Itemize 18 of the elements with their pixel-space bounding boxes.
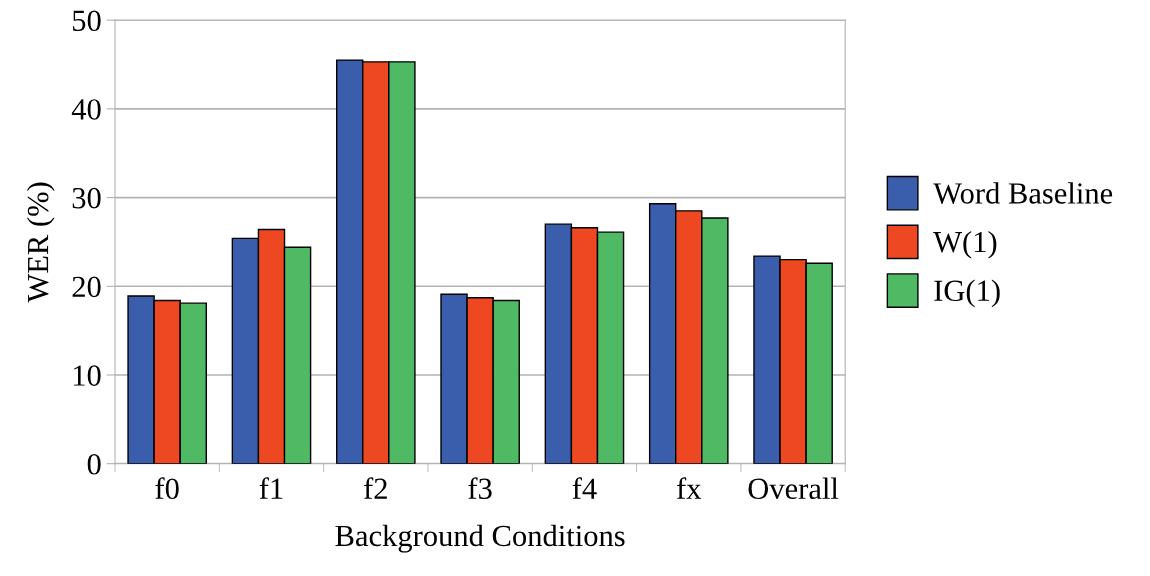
y-axis-title: WER (%) bbox=[26, 182, 55, 303]
x-tick-label: f4 bbox=[572, 477, 597, 499]
y-tick-label: 30 bbox=[72, 187, 101, 209]
y-tick-label: 40 bbox=[71, 99, 101, 120]
y-tick-label: 50 bbox=[73, 10, 101, 32]
legend-label: Word Baseline bbox=[933, 182, 1113, 204]
x-tick-label: f3 bbox=[468, 477, 492, 500]
x-tick-label: f0 bbox=[155, 477, 179, 500]
x-axis-title: Background Conditions bbox=[335, 524, 625, 553]
legend-label: W(1) bbox=[933, 230, 997, 259]
x-tick-label: f1 bbox=[259, 477, 283, 499]
y-tick-label: 20 bbox=[72, 276, 101, 298]
y-tick-label: 0 bbox=[87, 453, 101, 475]
legend-label: IG(1) bbox=[934, 279, 1000, 308]
y-tick-label: 10 bbox=[73, 365, 101, 386]
x-tick-label: f2 bbox=[364, 477, 387, 499]
x-tick-label: Overall bbox=[748, 477, 839, 500]
x-tick-label: fx bbox=[676, 477, 702, 499]
